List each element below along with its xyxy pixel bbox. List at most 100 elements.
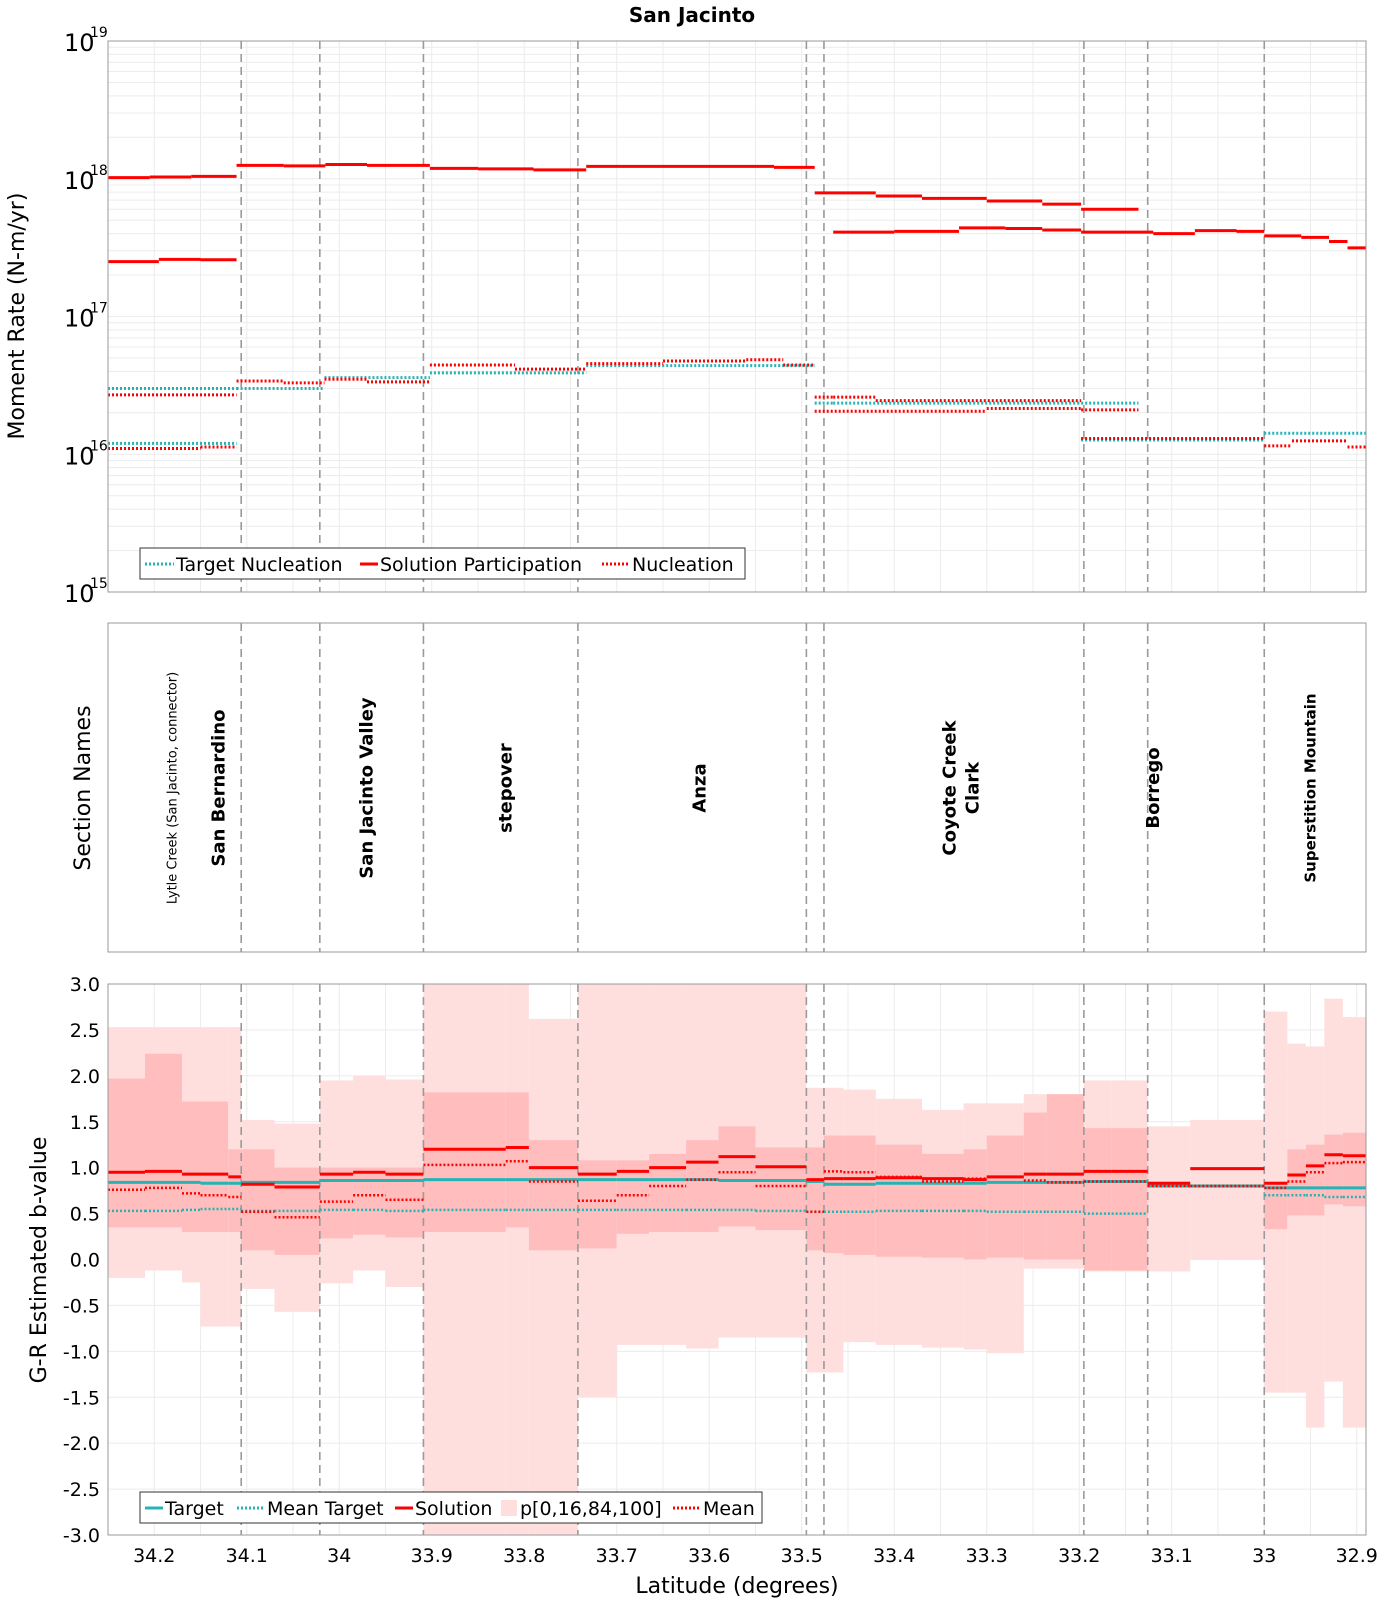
percentile-band-inner <box>505 1092 529 1228</box>
moment-rate-legend: Target Nucleation Solution Participation… <box>139 547 746 580</box>
legend-label-nucleation: Nucleation <box>632 554 734 576</box>
x-tick-label: 33.9 <box>411 1545 453 1567</box>
b-value-border <box>107 983 1367 1536</box>
section-name: Borrego <box>1143 747 1164 828</box>
x-tick-label: 33.5 <box>781 1545 823 1567</box>
section-names-y-label: Section Names <box>71 705 96 870</box>
percentile-band-outer <box>1190 1119 1265 1260</box>
x-tick-label: 32.9 <box>1336 1545 1378 1567</box>
section-names-frame <box>107 622 1367 953</box>
percentile-band-inner <box>922 1153 964 1258</box>
b-value-section-dividers <box>240 984 1266 1535</box>
percentile-band-inner <box>145 1053 182 1228</box>
percentile-band-inner <box>319 1167 354 1239</box>
x-tick-label: 33.6 <box>688 1545 730 1567</box>
x-tick-label: 34 <box>327 1545 351 1567</box>
y-tick-label: -1.0 <box>63 1341 100 1363</box>
section-name-labels: Lytle Creek (San Jacinto, connector) San … <box>165 672 1319 904</box>
legend-label-target: Target <box>164 1498 224 1520</box>
y-tick-label: 2.5 <box>70 1020 100 1042</box>
moment-rate-legend-box <box>139 547 746 580</box>
percentile-band-outer <box>1287 1043 1306 1393</box>
percentile-band-outer <box>1147 1126 1191 1272</box>
percentile-band-inner <box>1023 1112 1047 1260</box>
percentile-band-inner <box>353 1167 386 1235</box>
y-tick-exponent: 16 <box>90 438 108 454</box>
y-tick-label: 10 <box>64 29 95 57</box>
b-value-percentile-bands <box>108 984 1366 1535</box>
legend-label-target-nucleation: Target Nucleation <box>175 554 343 576</box>
moment-rate-border <box>107 40 1367 593</box>
percentile-band-outer <box>423 984 506 1535</box>
moment-rate-series <box>108 162 1366 451</box>
legend-label-percentiles: p[0,16,84,100] <box>520 1498 662 1520</box>
y-tick-exponent: 19 <box>90 25 108 41</box>
percentile-band-inner <box>274 1167 320 1255</box>
percentile-band-inner <box>228 1149 242 1232</box>
y-tick-exponent: 15 <box>90 576 108 592</box>
legend-label-mean-target: Mean Target <box>267 1498 384 1520</box>
section-name: San Jacinto Valley <box>357 697 378 879</box>
chart-title: San Jacinto <box>629 3 755 27</box>
b-value-panel: -3.0 -2.5 -2.0 -1.5 -1.0 -0.5 0.0 0.5 1.0 1.5 2.0 2… <box>27 974 1378 1599</box>
percentile-band-inner <box>686 1140 719 1232</box>
percentile-band-inner <box>1111 1128 1148 1271</box>
y-tick-label: -1.5 <box>63 1387 100 1409</box>
y-tick-label: 10 <box>64 580 95 608</box>
y-tick-label: 0.5 <box>70 1204 100 1226</box>
legend-swatch-percentiles <box>501 1500 517 1516</box>
y-tick-label: 0.0 <box>70 1250 100 1272</box>
percentile-band-outer <box>505 984 529 1535</box>
percentile-band-inner <box>963 1149 987 1260</box>
percentile-band-inner <box>1083 1128 1112 1271</box>
y-tick-label: 3.0 <box>70 974 100 996</box>
percentile-band-outer <box>1305 1046 1325 1428</box>
x-tick-label: 33.8 <box>503 1545 545 1567</box>
x-tick-label: 33.1 <box>1151 1545 1193 1567</box>
b-value-series <box>108 1145 1366 1219</box>
x-axis-label: Latitude (degrees) <box>635 1574 838 1599</box>
percentile-band-inner <box>108 1078 145 1228</box>
legend-label-solution: Solution <box>415 1498 492 1520</box>
section-name: Clark <box>962 761 983 814</box>
x-tick-label: 33 <box>1252 1545 1276 1567</box>
b-value-legend-box <box>139 1491 763 1524</box>
percentile-band-inner <box>823 1135 844 1254</box>
percentile-band-inner <box>182 1101 201 1232</box>
y-tick-label: 10 <box>64 305 95 333</box>
percentile-band-inner <box>385 1167 424 1238</box>
percentile-band-inner <box>1264 1181 1288 1230</box>
percentile-band-inner <box>528 1140 578 1251</box>
y-tick-label: -2.5 <box>63 1479 100 1501</box>
y-tick-label: -2.0 <box>63 1433 100 1455</box>
x-tick-label: 34.2 <box>133 1545 175 1567</box>
x-tick-label: 33.4 <box>873 1545 915 1567</box>
section-names-panel: Lytle Creek (San Jacinto, connector) San … <box>71 622 1367 953</box>
b-value-y-label: G-R Estimated b-value <box>27 1137 52 1384</box>
percentile-band-inner <box>1046 1094 1084 1260</box>
y-tick-label: 10 <box>64 442 95 470</box>
y-tick-label: 1.0 <box>70 1158 100 1180</box>
b-value-legend: Target Mean Target Solution p[0,16,84,10… <box>139 1491 763 1524</box>
x-tick-label: 33.2 <box>1058 1545 1100 1567</box>
b-value-y-ticks: -3.0 -2.5 -2.0 -1.5 -1.0 -0.5 0.0 0.5 1.0 1.5 2.0 2… <box>63 974 100 1547</box>
y-tick-label: 1.5 <box>70 1112 100 1134</box>
section-name: Superstition Mountain <box>1302 693 1320 882</box>
percentile-band-outer <box>1342 1017 1366 1428</box>
percentile-band-inner <box>241 1149 275 1251</box>
percentile-band-inner <box>649 1153 687 1232</box>
x-tick-label: 33.7 <box>596 1545 638 1567</box>
section-name: Coyote Creek <box>939 719 960 855</box>
percentile-band-inner <box>1324 1134 1343 1205</box>
legend-label-mean: Mean <box>703 1498 755 1520</box>
percentile-band-inner <box>1342 1132 1366 1207</box>
section-name: Anza <box>690 763 711 812</box>
percentile-band-inner <box>875 1144 922 1257</box>
x-tick-label: 33.3 <box>966 1545 1008 1567</box>
moment-rate-section-dividers <box>240 41 1266 592</box>
y-tick-exponent: 17 <box>90 301 108 317</box>
section-name: San Bernardino <box>209 709 230 866</box>
